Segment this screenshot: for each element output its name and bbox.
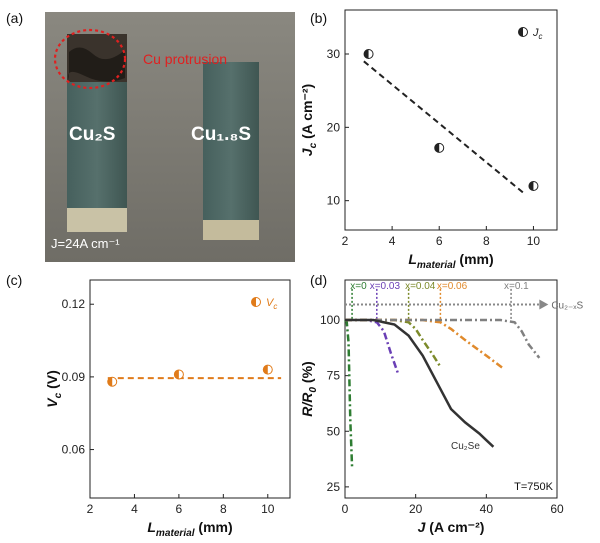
current-density-label: J=24A cm⁻¹ xyxy=(51,236,120,251)
chart-c-point-0 xyxy=(107,376,118,387)
panel-label-b: (b) xyxy=(310,10,328,26)
chart-d-xtick-label: 20 xyxy=(409,502,423,516)
chart-c-legend-marker xyxy=(251,297,261,307)
chart-d-series-label-2: x=0.04 xyxy=(405,281,436,292)
chart-b-point-0-outline xyxy=(363,49,374,59)
chart-c-ylabel: Vc (V) xyxy=(44,370,64,408)
cu2s-label: Cu₂S xyxy=(69,124,115,145)
chart-b-xtick-label: 4 xyxy=(389,234,396,248)
chart-c-xtick-label: 2 xyxy=(87,502,94,516)
chart-d-series-label-3: x=0.06 xyxy=(437,281,468,292)
chart-b-xlabel: Lmaterial (mm) xyxy=(408,251,493,271)
chart-b-xtick-label: 8 xyxy=(483,234,490,248)
chart-d-series-4 xyxy=(345,318,541,359)
chart-d-xtick-label: 60 xyxy=(550,502,564,516)
chart-c-point-2-outline xyxy=(262,364,273,375)
chart-d-xtick-label: 40 xyxy=(480,502,494,516)
chart-c-ytick-label: 0.09 xyxy=(62,370,86,384)
chart-d-annotation: T=750K xyxy=(514,481,553,493)
panel-label-d: (d) xyxy=(310,272,328,288)
chart-b-legend-label: Jc xyxy=(532,27,543,41)
chart-c-ytick-label: 0.06 xyxy=(62,443,86,457)
chart-d-ytick-label: 100 xyxy=(320,313,340,327)
chart-d-series-3 xyxy=(345,318,505,370)
chart-d-ytick-label: 25 xyxy=(327,480,341,494)
chart-d-ylabel: R/R0 (%) xyxy=(299,361,319,416)
chart-c-point-2-fill xyxy=(263,365,268,375)
chart-b-ytick-label: 10 xyxy=(327,194,341,208)
chart-d-series-1 xyxy=(345,318,400,374)
chart-d-series-0 xyxy=(344,319,354,467)
cu18s-bar-bottom xyxy=(203,220,259,240)
chart-b-ytick-label: 30 xyxy=(327,47,341,61)
chart-c-legend-marker-fill xyxy=(251,297,256,307)
chart-c-point-2 xyxy=(262,364,273,375)
chart-d-frame xyxy=(344,279,558,499)
chart-c-frame xyxy=(89,279,291,499)
chart-b-point-1-fill xyxy=(434,143,440,153)
chart-d-series-label-4: x=0.1 xyxy=(504,281,529,292)
chart-b-point-1 xyxy=(434,142,445,153)
chart-c-xtick-label: 10 xyxy=(261,502,275,516)
chart-b-ytick-label: 20 xyxy=(327,120,341,134)
chart-d-ytick-label: 75 xyxy=(327,369,341,383)
chart-b-point-2-outline xyxy=(528,181,539,191)
panel-label-a: (a) xyxy=(6,10,24,26)
chart-c-legend-marker-outline xyxy=(251,297,261,307)
chart-b-legend-marker-outline xyxy=(518,27,528,37)
cu2s-bar-bottom xyxy=(67,208,127,232)
chart-c-ytick-label: 0.12 xyxy=(62,297,86,311)
panel-label-c: (c) xyxy=(6,272,23,288)
chart-d-arrow-head xyxy=(539,299,549,310)
chart-b-fit-line xyxy=(363,60,525,195)
sample-photo: Cu protrusion Cu₂S Cu₁.₈S J=24A cm⁻¹ xyxy=(45,12,295,262)
chart-d-xlabel: J (A cm⁻²) xyxy=(418,519,485,535)
chart-b-point-0-fill xyxy=(364,49,369,59)
chart-c-legend-label: Vc xyxy=(266,297,277,311)
chart-d-series-label-1: x=0.03 xyxy=(370,281,401,292)
chart-c-point-0-fill xyxy=(107,377,113,387)
chart-c-point-1-fill xyxy=(174,369,179,379)
chart-d-ytick-label: 50 xyxy=(327,424,341,438)
chart-d-series-label-0: x=0 xyxy=(350,281,367,292)
chart-b-ylabel: Jc (A cm⁻²) xyxy=(299,84,319,156)
chart-c-xlabel: Lmaterial (mm) xyxy=(147,519,232,539)
chart-b-legend-marker-fill xyxy=(518,27,523,37)
chart-b-xtick-label: 6 xyxy=(436,234,443,248)
chart-b-xtick-label: 2 xyxy=(342,234,349,248)
chart-b-frame xyxy=(344,9,558,231)
chart-d-xtick-label: 0 xyxy=(342,502,349,516)
cu18s-bar xyxy=(203,62,259,240)
chart-b-point-1-outline xyxy=(434,142,445,153)
chart-d-series-5 xyxy=(345,318,495,448)
chart-b-point-2-fill xyxy=(528,181,534,191)
chart-d-arrow-label: Cu₂₋ₓS xyxy=(551,300,583,311)
cu-protrusion-dark xyxy=(68,47,125,82)
cu18s-label: Cu₁.₈S xyxy=(191,124,251,145)
chart-c-point-0-outline xyxy=(107,376,118,387)
chart-b-legend-marker xyxy=(518,27,528,37)
chart-c-point-1-outline xyxy=(173,369,184,380)
chart-c-xtick-label: 6 xyxy=(176,502,183,516)
chart-d-series-label-5: Cu₂Se xyxy=(451,441,480,452)
chart-d-series-2 xyxy=(345,318,442,368)
protrusion-label: Cu protrusion xyxy=(143,51,227,67)
chart-b-point-0 xyxy=(363,49,374,59)
chart-b-xtick-label: 10 xyxy=(527,234,541,248)
chart-c-xtick-label: 4 xyxy=(131,502,138,516)
protrusion-ring xyxy=(53,28,127,90)
chart-c-point-1 xyxy=(173,369,184,380)
chart-c-xtick-label: 8 xyxy=(220,502,227,516)
chart-b-point-2 xyxy=(528,181,539,191)
